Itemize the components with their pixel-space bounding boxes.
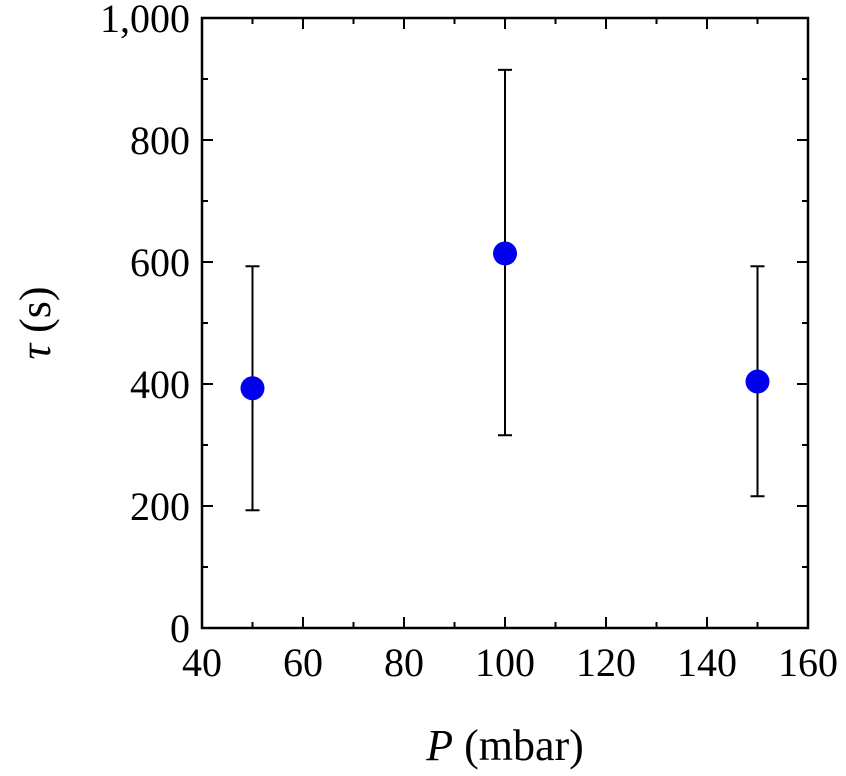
y-tick-label: 200 bbox=[130, 484, 190, 529]
y-tick-label: 600 bbox=[130, 240, 190, 285]
y-tick-labels: 0 200 400 600 800 1,000 bbox=[100, 0, 190, 651]
y-axis-label-unit: (s) bbox=[11, 286, 60, 343]
x-tick-label: 140 bbox=[677, 640, 737, 685]
data-point bbox=[493, 241, 517, 266]
y-axis-label-var: τ bbox=[11, 342, 60, 360]
data-point bbox=[240, 376, 265, 401]
x-tick-label: 160 bbox=[778, 640, 838, 685]
y-tick-label: 800 bbox=[130, 118, 190, 163]
x-tick-label: 120 bbox=[576, 640, 636, 685]
x-tick-label: 100 bbox=[475, 640, 535, 685]
x-axis-label-var: P bbox=[425, 721, 453, 770]
y-tick-label: 400 bbox=[130, 362, 190, 407]
y-tick-label: 1,000 bbox=[100, 0, 190, 41]
error-bars bbox=[245, 68, 765, 512]
x-tick-label: 80 bbox=[384, 640, 424, 685]
x-tick-labels: 40 60 80 100 120 140 160 bbox=[182, 640, 838, 685]
y-tick-label: 0 bbox=[170, 606, 190, 651]
x-tick-label: 60 bbox=[283, 640, 323, 685]
x-axis-label-unit: (mbar) bbox=[453, 721, 584, 770]
data-point bbox=[745, 369, 770, 394]
tick-marks bbox=[201, 17, 809, 629]
x-axis-label: P (mbar) bbox=[425, 721, 584, 770]
y-axis-label: τ (s) bbox=[11, 286, 60, 359]
data-points bbox=[240, 241, 770, 401]
x-tick-label: 40 bbox=[182, 640, 222, 685]
